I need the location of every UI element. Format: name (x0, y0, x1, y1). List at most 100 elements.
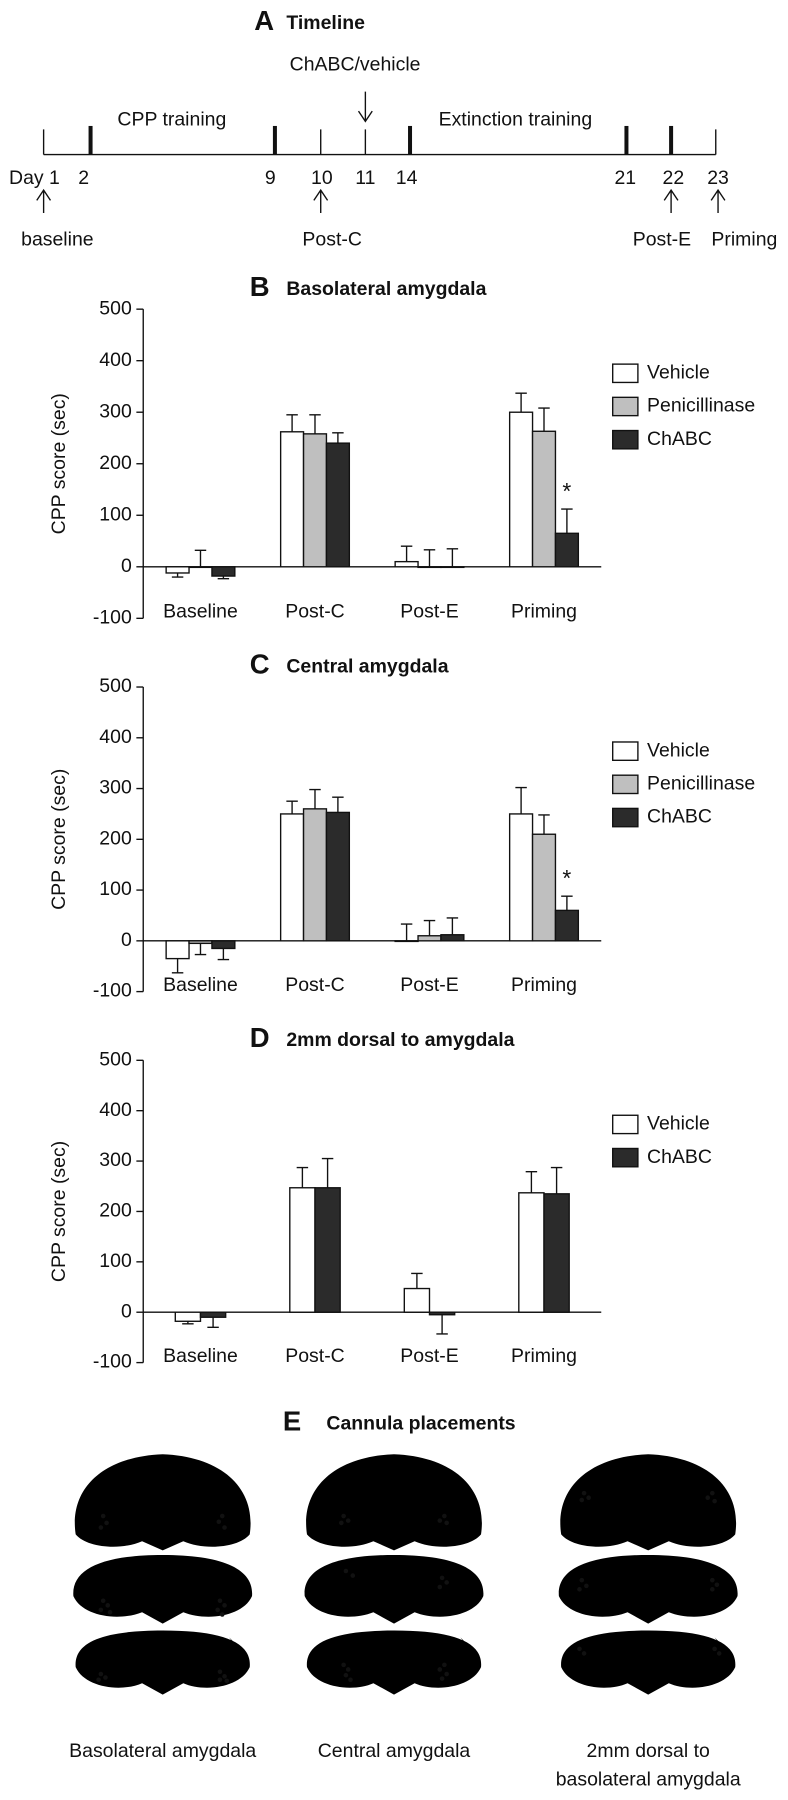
event-label: baseline (21, 229, 93, 251)
y-tick-label: 200 (99, 452, 132, 474)
legend-label: Vehicle (647, 1113, 710, 1135)
y-tick-label: 300 (99, 1149, 132, 1171)
day-label: Day 1 (9, 167, 60, 189)
panel-title: Timeline (286, 12, 365, 34)
y-tick-label: 400 (99, 726, 132, 748)
bar (554, 532, 580, 568)
bar (531, 430, 557, 568)
error-bar (207, 1317, 219, 1329)
y-tick-label: 0 (121, 555, 132, 577)
panel-letter: A (254, 5, 274, 36)
annotation: * (562, 865, 571, 891)
x-tick-label: Priming (511, 1345, 577, 1367)
y-tick-label: 200 (99, 827, 132, 849)
bar (428, 1311, 456, 1316)
error-bar (561, 895, 573, 911)
arrow (357, 91, 373, 123)
error-bar (561, 508, 573, 534)
legend-label: ChABC (647, 806, 712, 828)
bar (199, 1311, 227, 1318)
x-tick-label: Priming (511, 601, 577, 623)
placement-label: 2mm dorsal to (587, 1740, 710, 1762)
error-bar (321, 1157, 334, 1188)
bar (289, 1187, 316, 1313)
chart-title: Basolateral amygdala (286, 278, 486, 300)
error-bar (550, 1166, 563, 1194)
bar (394, 560, 419, 568)
legend-swatch (612, 1147, 639, 1168)
error-bar (286, 414, 298, 432)
y-tick-label: 300 (99, 400, 132, 422)
bar (302, 808, 328, 942)
brain-section-bla (73, 1454, 253, 1695)
legend-swatch (612, 741, 639, 761)
x-tick-label: Priming (511, 974, 577, 996)
annotation: * (562, 478, 571, 504)
bar (165, 940, 190, 960)
bar (403, 1287, 431, 1313)
error-bar (515, 392, 527, 413)
event-label: Post-C (302, 229, 361, 251)
error-bar (171, 572, 184, 578)
y-axis-label: CPP score (sec) (48, 393, 70, 534)
bar (174, 1311, 202, 1322)
bar-chart: C Central amygdala CPP score (sec) -100 0 100… (48, 649, 755, 1002)
error-bar (515, 786, 527, 814)
legend-label: Vehicle (647, 739, 710, 761)
day-label: 22 (663, 167, 685, 189)
error-bar (332, 796, 344, 813)
y-tick-label: 100 (99, 878, 132, 900)
y-tick-label: 300 (99, 777, 132, 799)
panel-letter: D (250, 1022, 270, 1053)
panel-letter: E (283, 1406, 301, 1437)
x-tick-label: Post-E (400, 1345, 458, 1367)
legend-label: Penicillinase (647, 395, 755, 417)
bar (417, 935, 442, 942)
panel-title: Cannula placements (326, 1413, 515, 1435)
bar (417, 566, 442, 569)
x-tick-label: Post-C (285, 974, 344, 996)
x-tick-label: Post-E (400, 601, 458, 623)
y-tick-label: 100 (99, 1250, 132, 1272)
bar (188, 566, 213, 569)
period-label: Extinction training (439, 108, 593, 130)
bar-chart: B Basolateral amygdala CPP score (sec) -100… (48, 271, 755, 629)
bar (314, 1187, 341, 1313)
x-tick-label: Post-C (285, 601, 344, 623)
event-label: Post-E (633, 229, 691, 251)
placement-label: basolateral amygdala (556, 1769, 741, 1791)
legend-swatch (612, 363, 639, 384)
error-bar (400, 923, 413, 941)
bar (518, 1192, 545, 1313)
bar (302, 433, 328, 568)
legend-swatch (612, 774, 639, 795)
arrow (663, 188, 679, 213)
error-bar (296, 1166, 309, 1188)
y-tick-label: 0 (121, 1300, 132, 1322)
y-tick-label: 200 (99, 1200, 132, 1222)
legend-swatch (612, 396, 639, 417)
error-bar (446, 548, 459, 567)
error-bar (400, 545, 413, 562)
y-tick-label: 0 (121, 929, 132, 951)
error-bar (171, 958, 184, 974)
brain-section-cea (304, 1454, 484, 1695)
event-label: Priming (711, 229, 777, 251)
day-label: 21 (614, 167, 636, 189)
y-axis-label: CPP score (sec) (48, 1141, 70, 1282)
y-tick-label: 400 (99, 1099, 132, 1121)
panel-letter: C (250, 649, 270, 680)
y-axis-label: CPP score (sec) (48, 769, 70, 910)
error-bar (309, 788, 321, 809)
error-bar (423, 549, 436, 567)
legend-swatch (612, 807, 639, 828)
day-label: 2 (78, 167, 89, 189)
legend-label: ChABC (647, 428, 712, 450)
day-label: 9 (265, 167, 276, 189)
bar (279, 813, 305, 942)
placement-label: Central amygdala (318, 1740, 471, 1762)
bar (279, 431, 305, 568)
event-label: ChABC/vehicle (290, 53, 421, 75)
error-bar (194, 943, 207, 956)
error-bar (217, 576, 230, 580)
